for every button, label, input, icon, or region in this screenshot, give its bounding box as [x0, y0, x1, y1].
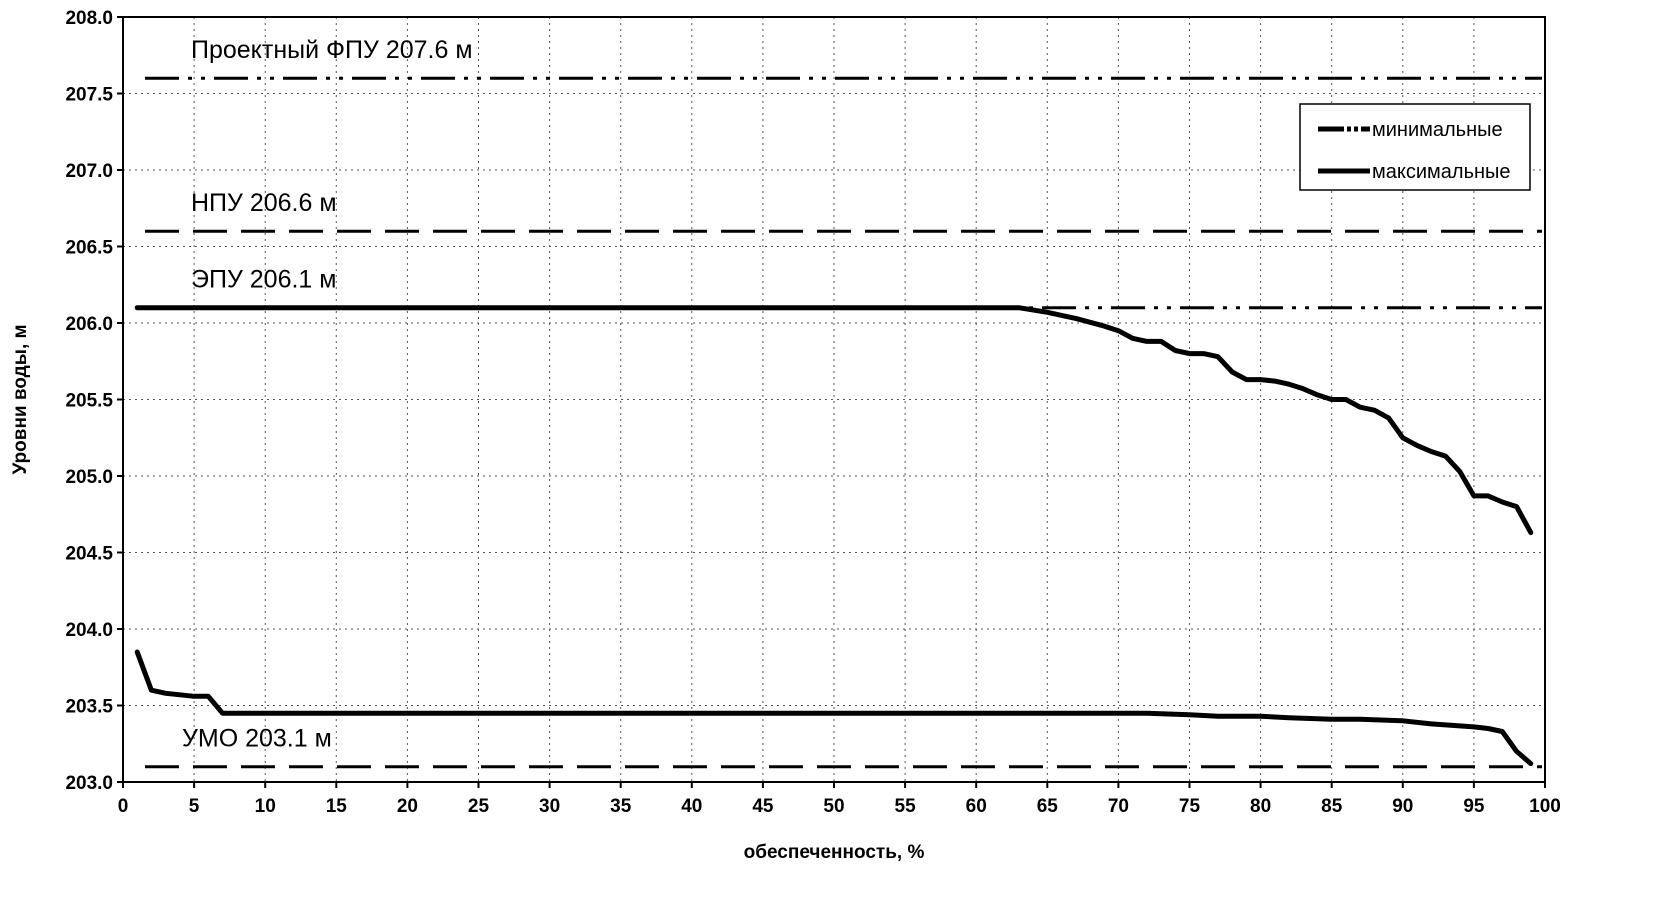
y-tick-label: 203.0: [65, 773, 113, 794]
x-tick-label: 95: [1463, 796, 1485, 817]
y-tick-label: 205.5: [65, 391, 113, 412]
reference-line-label: НПУ 206.6 м: [191, 189, 337, 217]
y-tick-label: 203.5: [65, 697, 113, 718]
x-tick-label: 55: [895, 796, 917, 817]
reference-line-label: ЭПУ 206.1 м: [191, 266, 336, 294]
y-tick-label: 204.0: [65, 620, 113, 641]
grid: [123, 17, 1545, 782]
x-tick-label: 75: [1179, 796, 1201, 817]
y-tick-label: 208.0: [65, 8, 113, 29]
y-tick-label: 206.5: [65, 238, 113, 259]
x-tick-label: 15: [326, 796, 348, 817]
x-tick-label: 0: [118, 796, 129, 817]
y-tick-label: 207.5: [65, 85, 113, 106]
x-tick-label: 60: [966, 796, 987, 817]
y-tick-label: 204.5: [65, 544, 113, 565]
x-axis-title: обеспеченность, %: [744, 842, 925, 863]
x-tick-label: 100: [1529, 796, 1561, 817]
legend: минимальные максимальные: [1299, 103, 1531, 191]
legend-label-maksimalnye: максимальные: [1372, 161, 1511, 183]
series-line-1: [134, 305, 1534, 536]
x-tick-label: 5: [189, 796, 200, 817]
x-tick-label: 30: [539, 796, 560, 817]
reference-line-label: УМО 203.1 м: [182, 725, 332, 753]
x-tick-label: 70: [1108, 796, 1129, 817]
x-tick-label: 90: [1392, 796, 1413, 817]
reference-line-label: Проектный ФПУ 207.6 м: [191, 36, 473, 64]
x-tick-label: 25: [468, 796, 490, 817]
legend-label-minimalnye: минимальные: [1372, 119, 1503, 141]
x-tick-label: 50: [823, 796, 844, 817]
x-tick-label: 65: [1037, 796, 1059, 817]
x-tick-label: 35: [610, 796, 632, 817]
y-tick-label: 207.0: [65, 161, 113, 182]
x-tick-label: 10: [255, 796, 276, 817]
y-axis-ticks: 203.0 203.5 204.0 204.5 205.0 205.5 206.0 206.5…: [65, 8, 123, 794]
x-tick-label: 80: [1250, 796, 1271, 817]
legend-box: [1299, 103, 1531, 191]
series-lines: [134, 305, 1534, 767]
y-axis-title: Уровни воды, м: [10, 324, 31, 474]
series-line-0: [134, 649, 1534, 767]
y-tick-label: 206.0: [65, 314, 113, 335]
x-tick-label: 45: [752, 796, 774, 817]
x-tick-label: 85: [1321, 796, 1343, 817]
x-tick-label: 40: [681, 796, 702, 817]
x-axis-ticks: 0 5 10 15 20 25 30 35 40 45 50 55 60 65 70 75 80 85 90 95 10…: [118, 782, 1561, 817]
y-tick-label: 205.0: [65, 467, 113, 488]
x-tick-label: 20: [397, 796, 418, 817]
